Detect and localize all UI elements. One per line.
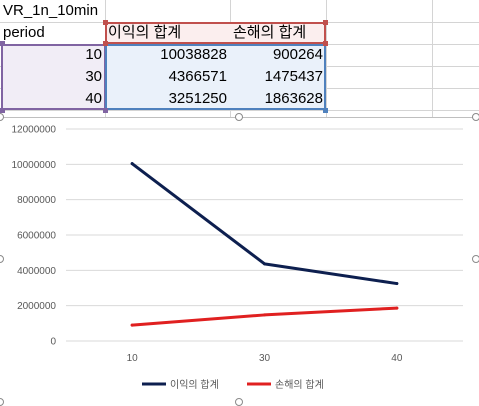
column-divider [326,0,327,117]
range-resize-handle[interactable] [103,41,108,46]
range-resize-handle[interactable] [323,41,328,46]
range-resize-handle[interactable] [103,108,108,113]
chart-resize-handle[interactable] [0,398,4,406]
profit-cell[interactable]: 10038828 [160,46,227,63]
loss-cell[interactable]: 900264 [272,46,323,63]
y-tick-label: 4000000 [17,266,56,277]
x-tick-label: 10 [127,353,139,364]
y-tick-label: 2000000 [17,301,56,312]
chart-resize-handle[interactable] [235,398,243,406]
chart-plot-area: 0 2000000 4000000 6000000 8000000 10000000 120… [12,125,463,391]
series-point-2 [395,306,399,310]
range-resize-handle[interactable] [0,108,5,113]
sheet-title-cell[interactable]: VR_1n_10min [3,2,99,19]
profit-header-cell[interactable]: 이익의 합계 [108,24,182,41]
series-point-2 [263,313,266,317]
loss-cell[interactable]: 1863628 [264,90,323,107]
line-chart[interactable]: 0 2000000 4000000 6000000 8000000 10000000 120… [0,113,479,406]
range-resize-handle[interactable] [103,20,108,25]
row-label-header-cell[interactable]: period [3,24,45,41]
series-header-range[interactable] [105,22,326,44]
row-divider [0,110,479,111]
range-resize-handle[interactable] [323,20,328,25]
y-tick-label: 8000000 [17,195,56,206]
series-point-1 [263,262,266,266]
chart-resize-handle[interactable] [472,255,479,263]
data-values-range[interactable] [105,44,326,110]
legend-label-1: 이익의 합계 [170,379,219,391]
chart-resize-handle[interactable] [472,113,479,121]
period-cell[interactable]: 10 [85,46,102,63]
y-tick-label: 10000000 [12,160,57,171]
period-cell[interactable]: 30 [85,68,102,85]
x-tick-label: 40 [391,353,403,364]
loss-header-cell[interactable]: 손해의 합계 [233,24,307,41]
range-resize-handle[interactable] [0,41,5,46]
y-tick-label: 6000000 [17,231,56,242]
y-tick-label: 12000000 [12,125,57,136]
chart-resize-handle[interactable] [235,113,243,121]
legend-label-2: 손해의 합계 [275,378,324,391]
series-line-1 [130,162,399,286]
y-tick-label: 0 [50,337,56,348]
series-point-1 [130,162,134,166]
x-tick-label: 30 [259,353,271,364]
loss-cell[interactable]: 1475437 [264,68,323,85]
series-point-1 [395,282,399,286]
profit-cell[interactable]: 3251250 [168,90,227,107]
profit-cell[interactable]: 4366571 [168,68,227,85]
column-divider [432,0,433,117]
series-point-2 [130,323,134,327]
range-resize-handle[interactable] [323,108,328,113]
series-line-2 [130,306,399,327]
period-cell[interactable]: 40 [85,90,102,107]
spreadsheet-grid: VR_1n_10min period 이익의 합계 손해의 합계 10 1003… [0,0,479,117]
